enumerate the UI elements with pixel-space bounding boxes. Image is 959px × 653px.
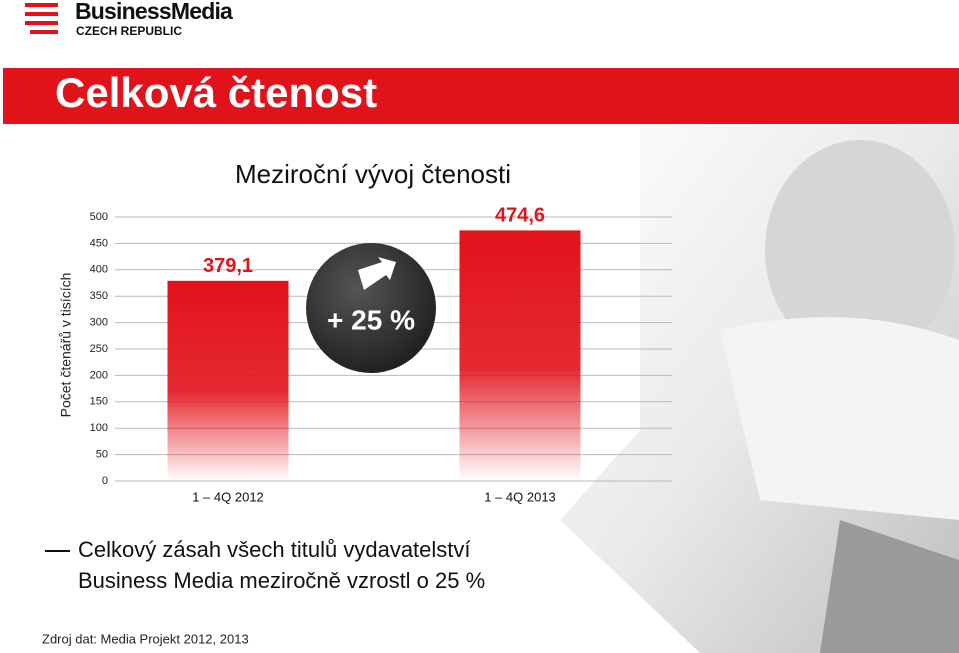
summary-line: Celkový zásah všech titulů vydavatelství: [78, 537, 471, 562]
banner: [3, 68, 959, 124]
growth-badge: [306, 243, 436, 373]
y-axis-label: Počet čtenářů v tisících: [58, 273, 74, 418]
y-tick-label: 150: [90, 396, 108, 408]
brand: BusinessMedia: [75, 0, 233, 24]
y-tick-label: 450: [90, 237, 108, 249]
value-label: 379,1: [203, 255, 253, 277]
bar: [459, 230, 581, 481]
y-tick-label: 500: [90, 211, 108, 223]
y-tick-label: 400: [90, 264, 108, 276]
photo-figure: [765, 140, 955, 360]
y-tick-label: 300: [90, 317, 108, 329]
growth-label: + 25 %: [327, 304, 415, 335]
growth-arrow: [358, 257, 396, 290]
page-title: Celková čtenost: [55, 69, 377, 116]
y-tick-label: 100: [90, 422, 108, 434]
photo-magazine: [820, 520, 959, 653]
x-tick-label: 1 – 4Q 2012: [192, 489, 264, 504]
logo-icon: [25, 3, 58, 34]
y-tick-label: 250: [90, 343, 108, 355]
bar: [167, 280, 289, 481]
y-tick-label: 50: [96, 449, 108, 461]
chart-title: Meziroční vývoj čtenosti: [235, 159, 511, 189]
plot: 0 50 100 150 200 250 300 350 400 450 500 1 – 4Q 201…: [90, 205, 672, 504]
y-tick-label: 200: [90, 369, 108, 381]
value-label: 474,6: [495, 205, 545, 227]
source-note: Zdroj dat: Media Projekt 2012, 2013: [42, 631, 249, 646]
y-tick-label: 350: [90, 290, 108, 302]
photo-shirt: [720, 317, 959, 520]
country: CZECH REPUBLIC: [76, 24, 182, 38]
summary-line: Business Media meziročně vzrostl o 25 %: [78, 568, 485, 593]
y-tick-label: 0: [102, 475, 108, 487]
x-tick-label: 1 – 4Q 2013: [484, 489, 556, 504]
